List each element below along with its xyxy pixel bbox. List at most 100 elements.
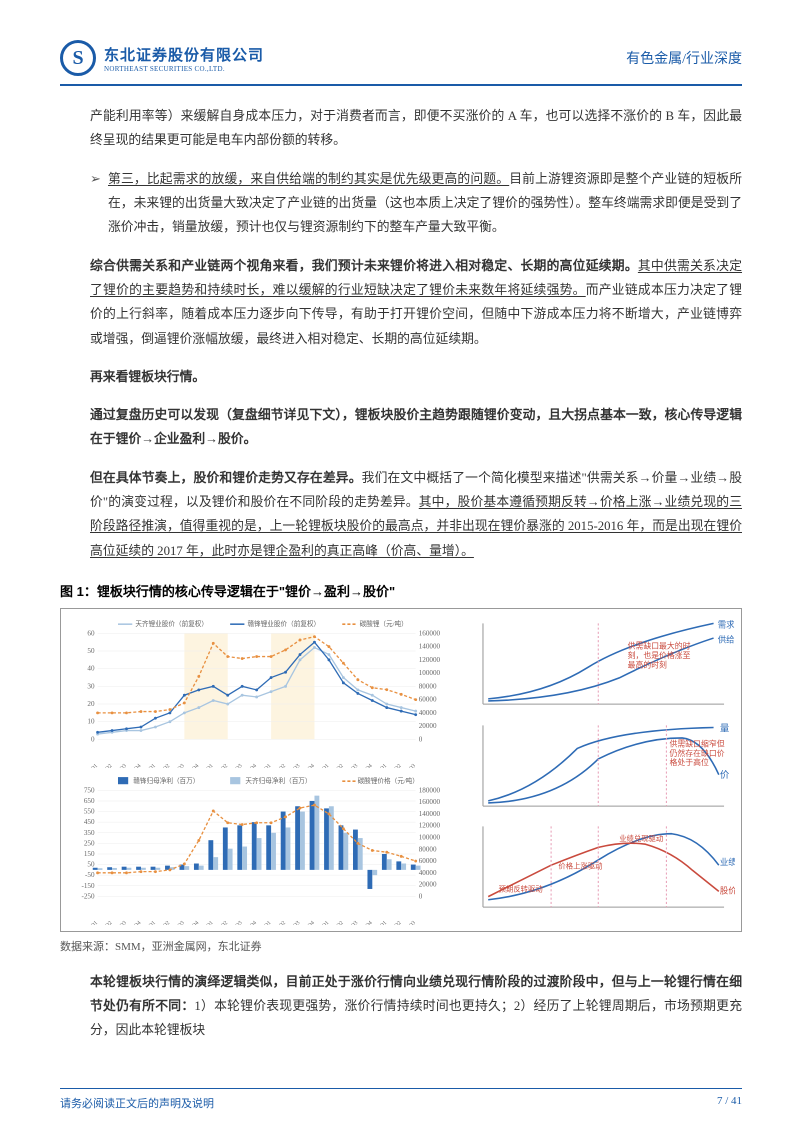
svg-text:2014Q3: 2014Q3 [111, 763, 128, 768]
svg-text:2015Q3: 2015Q3 [169, 763, 186, 768]
svg-text:30: 30 [87, 682, 95, 690]
svg-text:2014Q1: 2014Q1 [82, 920, 99, 925]
bullet-marker: ➢ [90, 167, 108, 240]
mini-perf-stock: 业绩股价 预期反转驱动 价格上涨驱动 业绩兑现驱动 [462, 818, 735, 918]
svg-text:2016Q4: 2016Q4 [241, 920, 258, 925]
svg-text:2015Q4: 2015Q4 [183, 763, 200, 768]
svg-text:100000: 100000 [419, 833, 441, 841]
svg-text:2015Q4: 2015Q4 [183, 920, 200, 925]
doc-category: 有色金属/行业深度 [626, 48, 742, 68]
logo-icon: S [60, 40, 96, 76]
svg-text:供需缺口缩窄但仍然存在缺口价格处于高位: 供需缺口缩窄但仍然存在缺口价格处于高位 [670, 738, 725, 767]
svg-text:2017Q3: 2017Q3 [284, 763, 301, 768]
svg-text:2018Q2: 2018Q2 [328, 763, 345, 768]
svg-text:40000: 40000 [419, 709, 437, 717]
svg-text:20000: 20000 [419, 881, 437, 889]
svg-text:赣锋锂业股价（前复权）: 赣锋锂业股价（前复权） [247, 619, 320, 628]
chart-profit-bars: -250-150-5050150250350450550650750020000… [67, 772, 454, 925]
svg-text:2017Q4: 2017Q4 [299, 763, 316, 768]
svg-text:2019Q1: 2019Q1 [371, 920, 388, 925]
svg-text:供需缺口最大的时刻，也是价格涨至最高的时刻: 供需缺口最大的时刻，也是价格涨至最高的时刻 [628, 641, 691, 670]
svg-text:2014Q2: 2014Q2 [96, 920, 113, 925]
svg-text:2018Q1: 2018Q1 [313, 920, 330, 925]
para3-text: 再来看锂板块行情。 [90, 369, 205, 384]
svg-text:2019Q3: 2019Q3 [400, 763, 417, 768]
svg-text:120000: 120000 [419, 656, 441, 664]
svg-text:40000: 40000 [419, 869, 437, 877]
svg-text:60000: 60000 [419, 696, 437, 704]
svg-text:0: 0 [91, 735, 95, 743]
svg-text:140000: 140000 [419, 810, 441, 818]
svg-text:2016Q3: 2016Q3 [227, 763, 244, 768]
svg-text:40: 40 [87, 665, 95, 673]
svg-text:2019Q2: 2019Q2 [386, 763, 403, 768]
figure-source: 数据来源：SMM，亚洲金属网，东北证券 [60, 938, 742, 954]
svg-text:股价: 股价 [720, 887, 735, 896]
svg-text:量: 量 [720, 723, 729, 734]
svg-text:2017Q4: 2017Q4 [299, 920, 316, 925]
svg-text:100000: 100000 [419, 669, 441, 677]
svg-text:2015Q1: 2015Q1 [140, 763, 157, 768]
svg-text:2017Q1: 2017Q1 [256, 763, 273, 768]
svg-text:2016Q1: 2016Q1 [198, 920, 215, 925]
svg-text:2015Q2: 2015Q2 [154, 920, 171, 925]
svg-text:供给曲线: 供给曲线 [718, 634, 735, 644]
bullet-3: ➢ 第三，比起需求的放缓，来自供给端的制约其实是优先级更高的问题。目前上游锂资源… [90, 167, 742, 240]
svg-text:2014Q4: 2014Q4 [125, 920, 142, 925]
page-header: S 东北证券股份有限公司 NORTHEAST SECURITIES CO.,LT… [60, 40, 742, 86]
figure-title: 图 1：锂板块行情的核心传导逻辑在于"锂价→盈利→股价" [60, 581, 742, 600]
para4-text: 通过复盘历史可以发现（复盘细节详见下文），锂板块股价主趋势跟随锂价变动，且大拐点… [90, 407, 742, 446]
svg-text:2019Q2: 2019Q2 [386, 920, 403, 925]
svg-text:2014Q2: 2014Q2 [96, 763, 113, 768]
svg-text:2018Q3: 2018Q3 [342, 763, 359, 768]
para5-bold: 但在具体节奏上，股价和锂价走势又存在差异。 [90, 470, 362, 485]
svg-text:2018Q3: 2018Q3 [342, 920, 359, 925]
para6: 本轮锂板块行情的演绎逻辑类似，目前正处于涨价行情向业绩兑现行情阶段的过渡阶段中，… [90, 970, 742, 1043]
svg-text:2019Q3: 2019Q3 [400, 920, 417, 925]
svg-text:碳酸锂价格（元/吨）: 碳酸锂价格（元/吨） [358, 776, 419, 785]
svg-text:2018Q2: 2018Q2 [328, 920, 345, 925]
svg-text:2015Q1: 2015Q1 [140, 920, 157, 925]
svg-text:2016Q1: 2016Q1 [198, 763, 215, 768]
svg-text:50: 50 [87, 861, 95, 869]
svg-text:价格上涨驱动: 价格上涨驱动 [559, 861, 603, 870]
svg-text:20: 20 [87, 700, 95, 708]
page-number: 7 / 41 [717, 1095, 742, 1111]
svg-text:180000: 180000 [419, 786, 441, 794]
body-lower: 本轮锂板块行情的演绎逻辑类似，目前正处于涨价行情向业绩兑现行情阶段的过渡阶段中，… [90, 970, 742, 1043]
para3: 再来看锂板块行情。 [90, 365, 742, 389]
svg-text:0: 0 [419, 892, 423, 900]
svg-text:80000: 80000 [419, 682, 437, 690]
svg-text:140000: 140000 [419, 643, 441, 651]
svg-text:160000: 160000 [419, 629, 441, 637]
svg-text:120000: 120000 [419, 822, 441, 830]
svg-text:2018Q4: 2018Q4 [357, 763, 374, 768]
svg-text:2014Q3: 2014Q3 [111, 920, 128, 925]
svg-text:550: 550 [84, 808, 95, 816]
svg-text:2016Q4: 2016Q4 [241, 763, 258, 768]
mini-supply-demand: 需求曲线供给曲线供需缺口最大的时刻，也是价格涨至最高的时刻 [462, 615, 735, 715]
svg-text:250: 250 [84, 839, 95, 847]
svg-text:2017Q3: 2017Q3 [284, 920, 301, 925]
para-continuation: 产能利用率等）来缓解自身成本压力，对于消费者而言，即便不买涨价的 A 车，也可以… [90, 104, 742, 153]
svg-text:预期反转驱动: 预期反转驱动 [499, 885, 543, 894]
svg-text:150: 150 [84, 850, 95, 858]
svg-text:2014Q4: 2014Q4 [125, 763, 142, 768]
mini-qty-price: 量价供需缺口缩窄但仍然存在缺口价格处于高位 [462, 717, 735, 817]
svg-text:80000: 80000 [419, 845, 437, 853]
svg-text:2014Q1: 2014Q1 [82, 763, 99, 768]
svg-text:天齐锂业股价（前复权）: 天齐锂业股价（前复权） [135, 619, 208, 628]
svg-text:60: 60 [87, 629, 95, 637]
svg-text:需求曲线: 需求曲线 [718, 620, 735, 630]
para5: 但在具体节奏上，股价和锂价走势又存在差异。我们在文中概括了一个简化模型来描述"供… [90, 466, 742, 563]
svg-text:业绩: 业绩 [720, 857, 735, 867]
svg-text:160000: 160000 [419, 798, 441, 806]
svg-text:-250: -250 [81, 892, 94, 900]
svg-text:碳酸锂（元/吨）: 碳酸锂（元/吨） [360, 619, 408, 628]
company-name-cn: 东北证券股份有限公司 [104, 44, 264, 65]
svg-text:-150: -150 [81, 882, 94, 890]
svg-text:650: 650 [84, 797, 95, 805]
bullet3-underline: 第三，比起需求的放缓，来自供给端的制约其实是优先级更高的问题。 [108, 172, 509, 186]
svg-text:业绩兑现驱动: 业绩兑现驱动 [620, 834, 664, 843]
para2-bold: 综合供需关系和产业链两个视角来看，我们预计未来锂价将进入相对稳定、长期的高位延续… [90, 258, 638, 273]
